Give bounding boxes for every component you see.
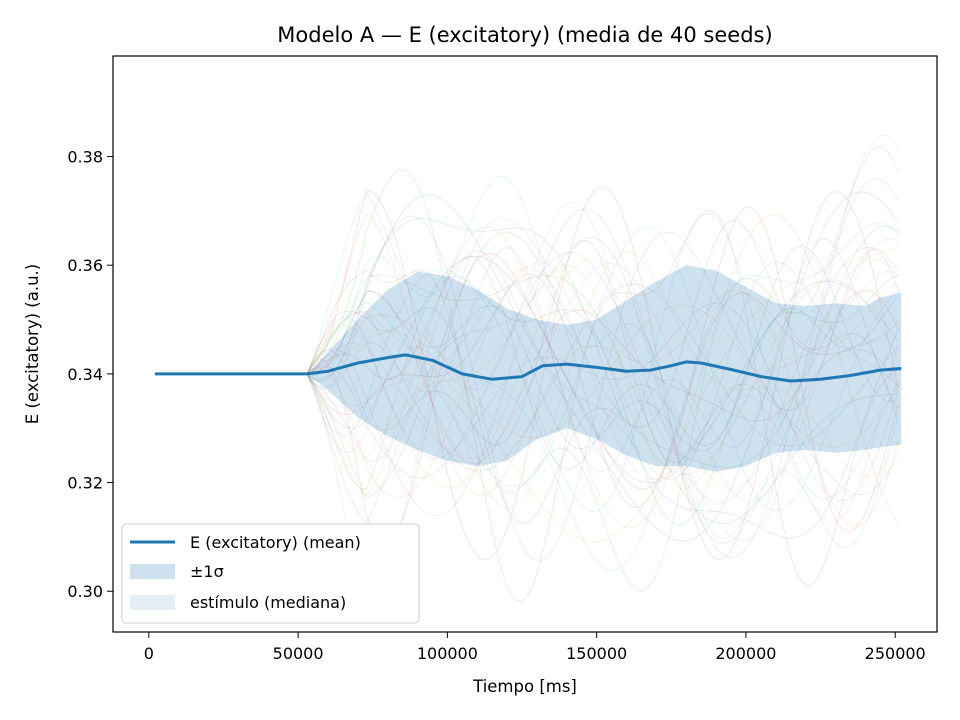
seed-trace xyxy=(306,212,899,528)
x-tick-label: 250000 xyxy=(865,644,926,663)
seed-trace xyxy=(306,246,899,504)
seed-trace xyxy=(306,134,899,610)
seed-trace xyxy=(306,213,899,529)
legend-label-mean: E (excitatory) (mean) xyxy=(190,533,361,552)
seed-trace xyxy=(306,266,899,481)
x-tick-label: 0 xyxy=(144,644,154,663)
seed-trace xyxy=(306,191,899,571)
x-tick-label: 50000 xyxy=(273,644,324,663)
seed-trace xyxy=(306,255,899,484)
seed-trace xyxy=(306,261,899,499)
seed-trace xyxy=(306,210,899,603)
y-tick-label: 0.38 xyxy=(67,148,103,167)
seed-trace xyxy=(306,302,899,502)
seed-trace xyxy=(307,289,899,465)
seed-trace xyxy=(306,250,899,480)
seed-trace xyxy=(306,247,899,543)
seed-trace xyxy=(306,201,899,524)
legend-box xyxy=(121,523,420,624)
seed-trace xyxy=(306,219,899,524)
seed-trace xyxy=(306,283,899,472)
y-tick-label: 0.34 xyxy=(67,365,103,384)
legend-swatch-stimulus xyxy=(130,595,175,610)
seed-trace xyxy=(306,226,899,511)
seed-trace xyxy=(306,250,899,509)
legend-swatch-sigma xyxy=(130,564,175,579)
seed-trace xyxy=(307,304,899,448)
seed-trace xyxy=(306,205,899,544)
seed-trace xyxy=(306,191,899,542)
seed-trace xyxy=(306,274,899,526)
x-axis-label: Tiempo [ms] xyxy=(472,677,577,696)
seed-trace xyxy=(306,264,899,490)
x-tick-label: 200000 xyxy=(715,644,776,663)
y-tick-label: 0.32 xyxy=(67,474,103,493)
seed-trace xyxy=(306,238,899,503)
seed-trace xyxy=(306,290,899,452)
legend-label-sigma: ±1σ xyxy=(190,562,224,581)
seed-trace xyxy=(306,245,899,470)
legend-label-stimulus: estímulo (mediana) xyxy=(190,593,346,612)
seed-trace xyxy=(306,239,899,464)
seed-trace xyxy=(306,177,899,559)
seed-trace xyxy=(306,217,899,539)
y-axis-label: E (excitatory) (a.u.) xyxy=(23,264,42,424)
x-tick-label: 100000 xyxy=(417,644,478,663)
mean-line xyxy=(154,353,902,383)
y-tick-label: 0.30 xyxy=(67,582,103,601)
seed-trace xyxy=(306,186,899,561)
legend: E (excitatory) (mean) ±1σ estímulo (medi… xyxy=(121,523,420,624)
seed-trace xyxy=(306,237,899,545)
seed-trace xyxy=(306,215,899,562)
seed-trace xyxy=(306,238,899,473)
seed-trace xyxy=(306,175,899,549)
seed-trace xyxy=(306,225,899,499)
y-axis-ticks: 0.30 0.32 0.34 0.36 0.38 xyxy=(67,148,113,601)
x-axis-ticks: 0 50000 100000 150000 200000 250000 xyxy=(144,632,926,663)
plot-area xyxy=(154,134,902,610)
axes-frame xyxy=(112,55,938,633)
seed-trace xyxy=(306,274,899,525)
x-tick-label: 150000 xyxy=(566,644,627,663)
y-tick-label: 0.36 xyxy=(67,256,103,275)
seed-traces xyxy=(306,134,899,610)
chart-title: Modelo A — E (excitatory) (media de 40 s… xyxy=(277,23,772,47)
seed-trace xyxy=(306,212,899,513)
seed-trace xyxy=(306,146,899,592)
seed-trace xyxy=(306,273,899,508)
